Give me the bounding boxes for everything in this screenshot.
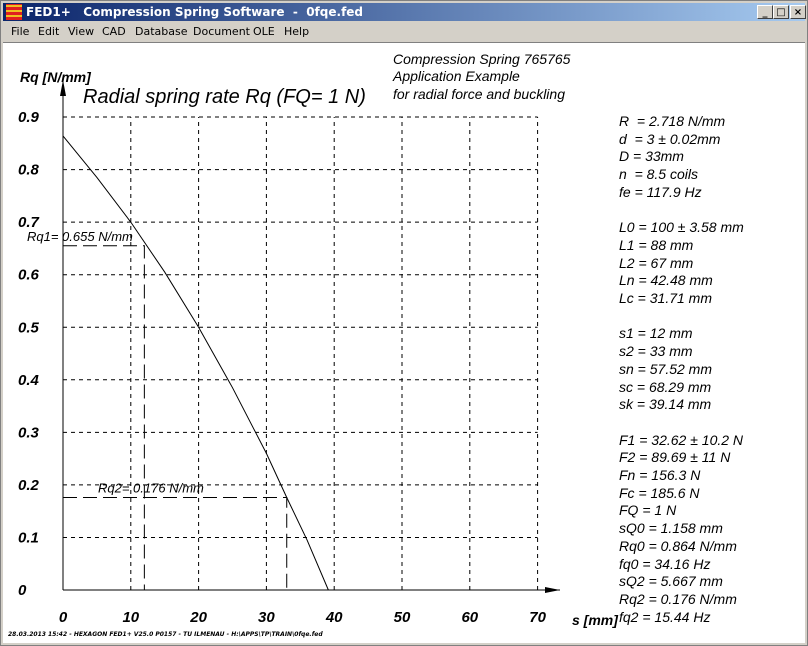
parameter-value: fq2 = 15.44 Hz xyxy=(619,608,711,625)
y-tick-label: 0.2 xyxy=(18,477,40,494)
header-line3: for radial force and buckling xyxy=(393,86,565,102)
parameter-value: L1 = 88 mm xyxy=(619,236,694,253)
x-tick-label: 10 xyxy=(122,609,139,626)
menu-cad[interactable]: CAD xyxy=(102,25,126,38)
parameter-value: fe = 117.9 Hz xyxy=(619,183,702,200)
chart-area xyxy=(3,42,805,643)
header-line2: Application Example xyxy=(392,68,520,84)
parameter-value: Fn = 156.3 N xyxy=(619,467,701,483)
menu-bar: File Edit View CAD Database Document OLE… xyxy=(3,23,805,41)
app-icon xyxy=(6,4,22,20)
parameter-value: R = 2.718 N/mm xyxy=(619,113,726,129)
parameter-value: FQ = 1 N xyxy=(619,502,677,519)
marker-line-rq1 xyxy=(63,245,145,590)
minimize-button[interactable]: _ xyxy=(757,5,773,19)
parameter-value: s2 = 33 mm xyxy=(619,343,693,360)
annotation-rq1: Rq1= 0.655 N/mm xyxy=(27,229,133,244)
y-axis-arrow xyxy=(60,80,66,96)
parameter-value: n = 8.5 coils xyxy=(619,166,698,183)
parameter-value: D = 33mm xyxy=(619,148,684,165)
y-tick-label: 0 xyxy=(18,582,27,599)
y-tick-label: 0.7 xyxy=(18,214,40,231)
parameter-value: sQ2 = 5.667 mm xyxy=(619,573,723,590)
footer-text: 28.03.2013 15:42 - HEXAGON FED1+ V25.0 P… xyxy=(8,631,323,638)
x-tick-label: 50 xyxy=(394,609,411,626)
x-tick-label: 70 xyxy=(529,609,546,626)
menu-database[interactable]: Database xyxy=(135,25,188,38)
x-tick-label: 0 xyxy=(59,609,68,626)
parameter-value: F1 = 32.62 ± 10.2 N xyxy=(619,431,744,448)
parameter-value: Ln = 42.48 mm xyxy=(619,272,713,289)
annotation-rq2: Rq2= 0.176 N/mm xyxy=(98,481,204,496)
parameter-value: d = 3 ± 0.02mm xyxy=(619,130,721,147)
parameter-value: sn = 57.52 mm xyxy=(619,360,712,377)
tick-labels: 0 10 20 30 40 50 60 70 0 0.1 0.2 0.3 0.4 0.5 0.6 0.7 0.8… xyxy=(18,109,547,626)
y-tick-label: 0.9 xyxy=(18,109,40,126)
marks: Rq1= 0.655 N/mm Rq2= 0.176 N/mm xyxy=(27,229,288,590)
y-tick-label: 0.8 xyxy=(18,162,40,179)
header-line1: Compression Spring 765765 xyxy=(393,51,571,67)
x-axis-arrow xyxy=(545,587,560,593)
x-axis-label: s [mm] xyxy=(572,612,619,628)
parameter-value: sc = 68.29 mm xyxy=(619,378,712,395)
x-tick-label: 20 xyxy=(189,609,207,626)
parameter-value: sQ0 = 1.158 mm xyxy=(619,520,723,537)
marker-line-rq2 xyxy=(63,497,288,590)
parameter-value: s1 = 12 mm xyxy=(619,325,693,342)
menu-edit[interactable]: Edit xyxy=(38,25,60,38)
parameter-value: L2 = 67 mm xyxy=(619,254,694,271)
y-tick-label: 0.5 xyxy=(18,319,40,336)
menu-file[interactable]: File xyxy=(11,25,30,38)
parameter-value: Rq0 = 0.864 N/mm xyxy=(619,537,737,554)
parameter-value: Rq2 = 0.176 N/mm xyxy=(619,590,737,607)
title-bar: FED1+ Compression Spring Software - 0fqe… xyxy=(3,3,806,21)
parameter-value: fq0 = 34.16 Hz xyxy=(619,555,711,572)
parameter-value: Fc = 185.6 N xyxy=(619,484,700,501)
y-tick-label: 0.1 xyxy=(18,529,39,546)
x-tick-label: 30 xyxy=(258,609,275,626)
menu-view[interactable]: View xyxy=(68,25,95,38)
window-title: FED1+ Compression Spring Software - 0fqe… xyxy=(26,5,364,19)
grid xyxy=(63,116,539,590)
parameter-value: F2 = 89.69 ± 11 N xyxy=(619,449,731,466)
menu-help[interactable]: Help xyxy=(284,25,310,38)
menu-ole[interactable]: OLE xyxy=(253,25,275,38)
parameter-value: Lc = 31.71 mm xyxy=(619,290,712,306)
x-tick-label: 40 xyxy=(325,609,343,626)
menu-document[interactable]: Document xyxy=(193,25,250,38)
close-button[interactable]: × xyxy=(790,5,806,19)
parameter-value: sk = 39.14 mm xyxy=(619,396,712,413)
y-tick-label: 0.6 xyxy=(18,267,40,284)
y-axis-label: Rq [N/mm] xyxy=(20,69,92,85)
parameter-value: L0 = 100 ± 3.58 mm xyxy=(619,219,744,236)
y-tick-label: 0.3 xyxy=(18,424,40,441)
maximize-button[interactable]: □ xyxy=(773,5,789,19)
x-tick-label: 60 xyxy=(461,609,478,626)
series-line-rq xyxy=(62,135,329,591)
chart-title: Radial spring rate Rq (FQ= 1 N) xyxy=(83,86,366,108)
y-tick-label: 0.4 xyxy=(18,372,40,389)
